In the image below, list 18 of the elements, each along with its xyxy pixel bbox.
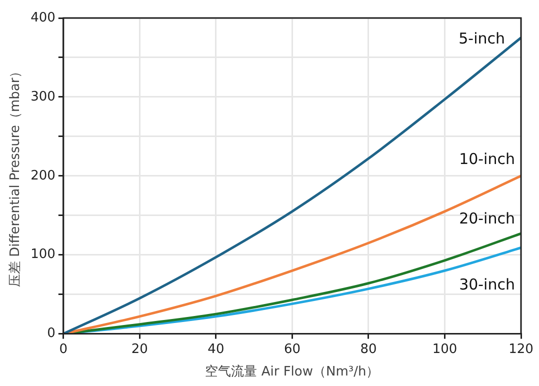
y-tick-label: 0 [47, 326, 56, 342]
series-label: 20-inch [459, 209, 515, 228]
x-tick-label: 20 [131, 342, 148, 357]
x-tick-label: 40 [208, 342, 224, 357]
series-label: 30-inch [459, 276, 515, 294]
x-tick-label: 0 [59, 342, 68, 357]
y-axis-title: 压差 Differential Pressure（mbar） [8, 64, 24, 287]
x-tick-label: 80 [360, 342, 377, 357]
y-tick-label: 300 [30, 89, 56, 104]
series-label: 5-inch [458, 30, 505, 48]
y-tick-label: 400 [30, 10, 56, 26]
x-tick-label: 100 [432, 342, 458, 357]
x-tick-label: 60 [284, 342, 300, 357]
y-tick-label: 200 [30, 168, 56, 184]
x-axis-title: 空气流量 Air Flow（Nm³/h） [205, 364, 380, 380]
x-tick-label: 120 [508, 342, 534, 357]
series-label: 10-inch [459, 150, 515, 168]
y-tick-label: 100 [30, 247, 56, 262]
